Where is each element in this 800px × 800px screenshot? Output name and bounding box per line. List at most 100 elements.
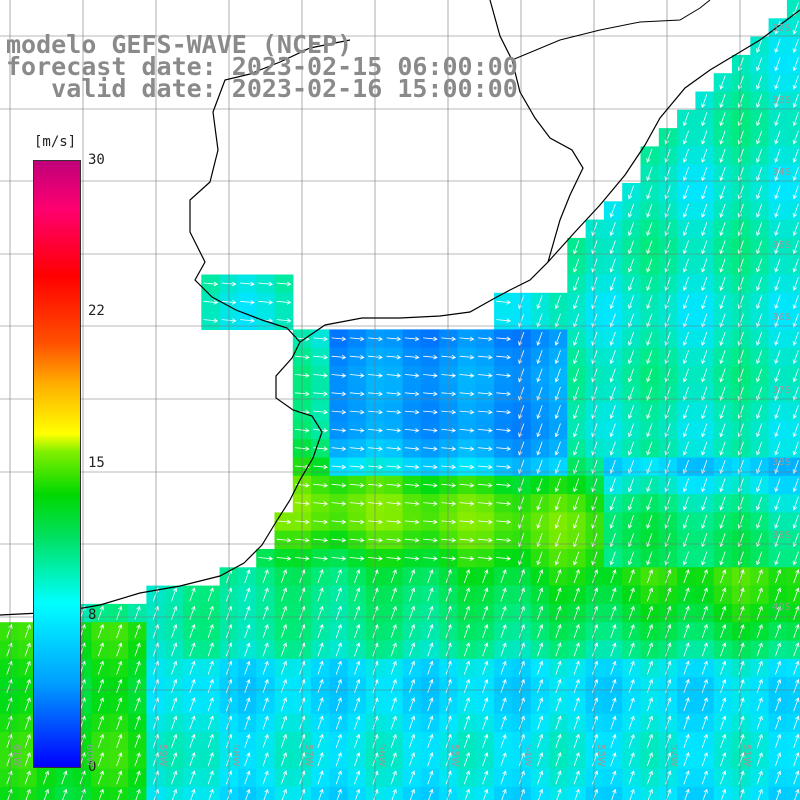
wind-arrow [349, 482, 365, 488]
wind-arrow [409, 770, 416, 785]
wind-arrow [573, 642, 580, 657]
wind-arrow [792, 93, 799, 108]
wind-arrow [774, 185, 781, 200]
wind-arrow [664, 313, 671, 328]
wind-arrow [349, 501, 365, 506]
wind-arrow [610, 752, 617, 767]
wind-arrow [774, 258, 781, 273]
wind-arrow [719, 423, 726, 438]
wind-arrow [518, 752, 525, 767]
wind-arrow [189, 678, 196, 693]
wind-arrow [135, 788, 141, 800]
wind-arrow [665, 678, 672, 693]
wind-arrow [427, 678, 434, 693]
wind-arrow [792, 203, 799, 218]
wind-cell [786, 750, 800, 770]
wind-arrow [171, 733, 178, 748]
wind-arrow [441, 428, 457, 433]
wind-arrow [756, 478, 763, 493]
wind-cell [786, 457, 800, 477]
wind-arrow [738, 660, 745, 675]
wind-arrow [317, 770, 324, 785]
wind-arrow [386, 482, 402, 488]
wind-arrow [646, 350, 653, 365]
wind-arrow [646, 222, 653, 237]
wind-arrow [720, 678, 727, 693]
wind-arrow [554, 350, 561, 365]
wind-arrow [258, 556, 274, 561]
wind-arrow [628, 642, 635, 657]
wind-arrow [445, 605, 452, 620]
wind-arrow [441, 336, 457, 342]
wind-cell [402, 786, 422, 800]
colorbar-unit: [m/s] [34, 134, 77, 150]
wind-arrow [404, 482, 420, 488]
wind-arrow [463, 642, 470, 657]
wind-arrow [313, 409, 329, 415]
wind-arrow [665, 587, 672, 602]
wind-arrow [459, 428, 475, 433]
wind-arrow [386, 354, 402, 360]
wind-arrow [555, 715, 562, 730]
wind-arrow [207, 605, 214, 620]
wind-arrow [628, 587, 635, 602]
wind-arrow [244, 642, 251, 657]
wind-arrow [313, 336, 329, 342]
wind-arrow [496, 482, 512, 488]
wind-arrow [591, 441, 598, 456]
wind-arrow [591, 386, 598, 401]
wind-arrow [496, 501, 512, 506]
wind-arrow [719, 331, 726, 346]
wind-arrow [701, 203, 708, 218]
wind-cell [494, 786, 513, 800]
wind-arrow [317, 587, 324, 602]
wind-arrow [244, 587, 251, 602]
title-forecast-date: forecast date: 2023-02-15 06:00:00 [6, 52, 518, 81]
wind-arrow [792, 276, 799, 291]
wind-arrow [573, 240, 580, 255]
wind-arrow [683, 605, 690, 620]
wind-arrow [720, 697, 727, 712]
lon-label: 61W [11, 744, 22, 767]
wind-arrow [646, 240, 653, 255]
wind-arrow [280, 770, 287, 785]
wind-arrow [664, 130, 671, 145]
wind-arrow [628, 276, 635, 291]
wind-arrow [496, 537, 512, 543]
wind-arrow [354, 715, 361, 730]
wind-arrow [404, 537, 420, 543]
wind-arrow [792, 350, 799, 365]
wind-arrow [313, 464, 329, 470]
wind-arrow [427, 697, 434, 712]
wind-arrow [609, 368, 616, 383]
wind-arrow [134, 678, 141, 693]
coastline [0, 39, 351, 616]
wind-arrow [423, 501, 438, 506]
wind-arrow [262, 733, 269, 748]
wind-arrow [207, 770, 214, 785]
wind-arrow [500, 569, 507, 584]
wind-arrow [591, 258, 598, 273]
wind-arrow [500, 642, 507, 657]
wind-arrow [774, 313, 781, 328]
wind-arrow [738, 752, 745, 767]
wind-arrow [134, 642, 141, 657]
wind-cell [530, 786, 550, 800]
wind-arrow [207, 678, 214, 693]
wind-arrow [349, 428, 365, 433]
wind-arrow [24, 715, 31, 730]
wind-arrow [537, 733, 544, 748]
wind-arrow [335, 569, 342, 584]
wind-arrow [737, 350, 744, 365]
wind-arrow [441, 373, 457, 378]
wind-cell [384, 786, 404, 800]
wind-arrow [646, 715, 653, 730]
wind-arrow [756, 496, 763, 511]
wind-cell [640, 786, 660, 800]
wind-arrow [331, 391, 347, 397]
wind-arrow [404, 464, 420, 470]
wind-arrow [611, 788, 617, 800]
wind-arrow [774, 148, 781, 163]
wind-arrow [262, 587, 269, 602]
wind-arrow [719, 295, 726, 310]
